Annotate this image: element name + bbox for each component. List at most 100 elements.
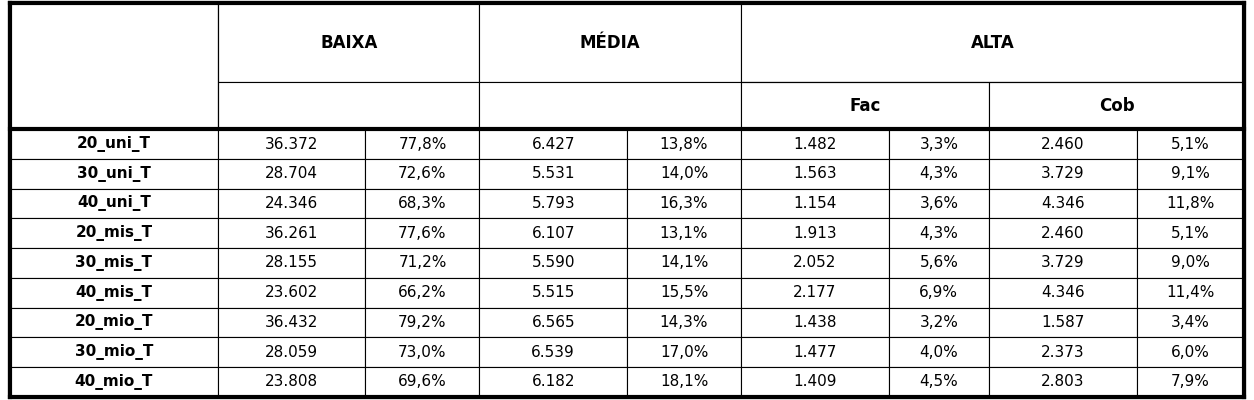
Text: 36.261: 36.261 xyxy=(265,226,319,241)
Bar xyxy=(989,159,1136,189)
Text: 28.059: 28.059 xyxy=(265,345,319,360)
Text: ALTA: ALTA xyxy=(971,34,1014,52)
Bar xyxy=(627,308,741,337)
Text: 5.793: 5.793 xyxy=(532,196,576,211)
Bar xyxy=(1136,159,1244,189)
Bar xyxy=(741,3,1244,82)
Bar xyxy=(627,337,741,367)
Bar xyxy=(10,337,218,367)
Bar xyxy=(479,218,627,248)
Text: 14,1%: 14,1% xyxy=(660,256,709,270)
Text: 1.477: 1.477 xyxy=(793,345,836,360)
Text: 30_mio_T: 30_mio_T xyxy=(75,344,153,360)
Bar xyxy=(10,129,218,159)
Text: 6.539: 6.539 xyxy=(532,345,576,360)
Bar xyxy=(1136,367,1244,397)
Text: 2.460: 2.460 xyxy=(1041,226,1085,241)
Text: 24.346: 24.346 xyxy=(265,196,319,211)
Text: 5,1%: 5,1% xyxy=(1171,136,1210,152)
Text: 13,8%: 13,8% xyxy=(660,136,709,152)
Text: 1.913: 1.913 xyxy=(793,226,836,241)
Bar xyxy=(889,337,989,367)
Text: 11,4%: 11,4% xyxy=(1166,285,1215,300)
Bar xyxy=(479,3,741,82)
Bar xyxy=(627,218,741,248)
Bar xyxy=(365,367,479,397)
Text: 1.438: 1.438 xyxy=(793,315,836,330)
Text: 6.565: 6.565 xyxy=(532,315,576,330)
Bar xyxy=(479,367,627,397)
Bar xyxy=(741,337,889,367)
Text: 9,0%: 9,0% xyxy=(1171,256,1210,270)
Text: 2.177: 2.177 xyxy=(793,285,836,300)
Bar xyxy=(627,248,741,278)
Bar xyxy=(365,129,479,159)
Text: 7,9%: 7,9% xyxy=(1171,374,1210,390)
Text: 23.808: 23.808 xyxy=(265,374,319,390)
Bar xyxy=(1136,278,1244,308)
Text: 40_mio_T: 40_mio_T xyxy=(75,374,153,390)
Text: 1.587: 1.587 xyxy=(1041,315,1085,330)
Bar xyxy=(10,278,218,308)
Bar xyxy=(218,3,479,82)
Bar xyxy=(365,337,479,367)
Text: 68,3%: 68,3% xyxy=(399,196,446,211)
Text: 40_mis_T: 40_mis_T xyxy=(75,285,153,301)
Text: 6.427: 6.427 xyxy=(532,136,576,152)
Text: 23.602: 23.602 xyxy=(265,285,319,300)
Text: 13,1%: 13,1% xyxy=(660,226,709,241)
Text: 2.052: 2.052 xyxy=(793,256,836,270)
Bar xyxy=(627,278,741,308)
Bar xyxy=(989,218,1136,248)
Text: 30_mis_T: 30_mis_T xyxy=(75,255,153,271)
Bar xyxy=(627,129,741,159)
Text: 3,2%: 3,2% xyxy=(919,315,958,330)
Bar xyxy=(741,159,889,189)
Bar xyxy=(10,308,218,337)
Bar xyxy=(741,129,889,159)
Bar xyxy=(479,129,627,159)
Bar xyxy=(218,248,365,278)
Text: 71,2%: 71,2% xyxy=(399,256,446,270)
Text: 69,6%: 69,6% xyxy=(398,374,446,390)
Bar xyxy=(741,308,889,337)
Bar xyxy=(479,159,627,189)
Bar xyxy=(479,248,627,278)
Text: 77,6%: 77,6% xyxy=(399,226,446,241)
Text: 20_mio_T: 20_mio_T xyxy=(75,314,153,330)
Bar xyxy=(989,82,1244,129)
Bar xyxy=(365,159,479,189)
Bar xyxy=(218,218,365,248)
Bar xyxy=(741,218,889,248)
Bar xyxy=(365,189,479,218)
Text: 4,5%: 4,5% xyxy=(919,374,958,390)
Text: 5,6%: 5,6% xyxy=(919,256,958,270)
Bar xyxy=(989,308,1136,337)
Text: 77,8%: 77,8% xyxy=(399,136,446,152)
Text: 2.460: 2.460 xyxy=(1041,136,1085,152)
Text: 3,4%: 3,4% xyxy=(1171,315,1210,330)
Bar xyxy=(1136,308,1244,337)
Bar xyxy=(10,367,218,397)
Text: 20_uni_T: 20_uni_T xyxy=(76,136,150,152)
Bar xyxy=(10,159,218,189)
Bar xyxy=(989,337,1136,367)
Bar xyxy=(218,159,365,189)
Text: Cob: Cob xyxy=(1099,96,1135,114)
Text: 17,0%: 17,0% xyxy=(660,345,709,360)
Bar xyxy=(218,129,365,159)
Text: 20_mis_T: 20_mis_T xyxy=(75,225,153,241)
Text: 72,6%: 72,6% xyxy=(399,166,446,181)
Text: 2.803: 2.803 xyxy=(1041,374,1085,390)
Text: 4,3%: 4,3% xyxy=(919,166,958,181)
Text: 14,3%: 14,3% xyxy=(660,315,709,330)
Bar xyxy=(741,248,889,278)
Text: 6.182: 6.182 xyxy=(532,374,576,390)
Text: 1.409: 1.409 xyxy=(793,374,836,390)
Bar xyxy=(218,308,365,337)
Bar xyxy=(627,159,741,189)
Text: MÉDIA: MÉDIA xyxy=(579,34,641,52)
Text: 15,5%: 15,5% xyxy=(660,285,709,300)
Text: Fac: Fac xyxy=(849,96,880,114)
Bar xyxy=(889,248,989,278)
